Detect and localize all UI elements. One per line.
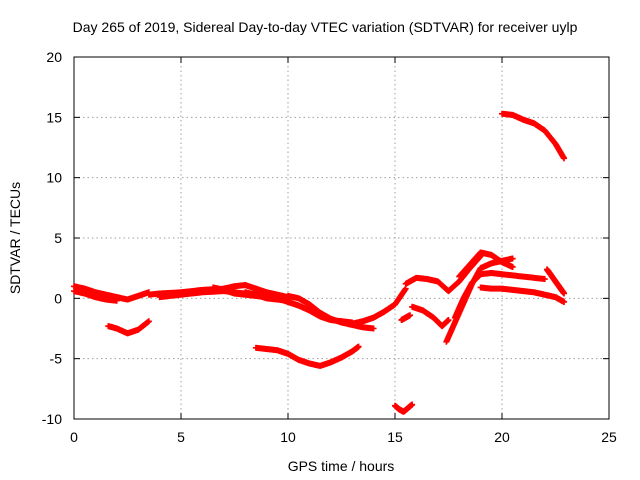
series-arc-18 bbox=[451, 269, 548, 321]
series-arc-09 bbox=[252, 343, 362, 369]
y-tick-label: 5 bbox=[54, 230, 62, 246]
x-tick-label: 10 bbox=[280, 429, 296, 445]
y-tick-label: -5 bbox=[50, 351, 63, 367]
data-markers bbox=[105, 318, 152, 337]
data-markers bbox=[71, 288, 120, 304]
x-tick-label: 5 bbox=[177, 429, 185, 445]
x-tick-label: 15 bbox=[387, 429, 403, 445]
x-tick-label: 25 bbox=[601, 429, 617, 445]
series-arc-22 bbox=[543, 266, 568, 297]
series-arc-03 bbox=[105, 318, 152, 337]
grid bbox=[74, 57, 609, 419]
series-arc-16 bbox=[409, 303, 452, 330]
data-markers bbox=[231, 282, 291, 301]
series-arc-01 bbox=[71, 283, 152, 303]
data-markers bbox=[398, 312, 413, 324]
data-markers bbox=[443, 255, 516, 345]
data-markers bbox=[338, 285, 409, 327]
series-arc-07 bbox=[231, 282, 291, 301]
y-tick-label: 10 bbox=[46, 170, 62, 186]
chart-title: Day 265 of 2019, Sidereal Day-to-day VTE… bbox=[73, 19, 578, 35]
data-markers bbox=[499, 110, 568, 162]
y-tick-label: 0 bbox=[54, 290, 62, 306]
data-markers bbox=[409, 303, 452, 330]
y-tick-label: 15 bbox=[46, 109, 62, 125]
data-markers bbox=[543, 266, 568, 297]
data-markers bbox=[252, 343, 362, 369]
series-arc-21 bbox=[499, 110, 568, 162]
y-tick-label: 20 bbox=[46, 49, 62, 65]
x-tick-label: 0 bbox=[70, 429, 78, 445]
series-arc-02 bbox=[71, 288, 120, 304]
data-markers bbox=[477, 284, 568, 305]
x-tick-label: 20 bbox=[494, 429, 510, 445]
series-arc-14 bbox=[398, 312, 413, 324]
series-arc-13 bbox=[392, 401, 416, 415]
x-axis-label: GPS time / hours bbox=[288, 458, 395, 474]
axis-ticks: 0 5 10 15 20 25 -10 -5 0 5 10 15 20 bbox=[42, 49, 617, 445]
data-markers bbox=[392, 401, 416, 415]
data-markers bbox=[451, 269, 548, 321]
series-arc-20 bbox=[477, 284, 568, 305]
data-points bbox=[71, 110, 568, 415]
data-markers bbox=[71, 283, 152, 303]
series-arc-12 bbox=[338, 285, 409, 327]
y-tick-label: -10 bbox=[42, 411, 62, 427]
data-markers bbox=[456, 249, 516, 280]
series-arc-19 bbox=[456, 249, 516, 280]
y-axis-label: SDTVAR / TECUs bbox=[7, 182, 23, 294]
series-arc-17 bbox=[443, 255, 516, 345]
